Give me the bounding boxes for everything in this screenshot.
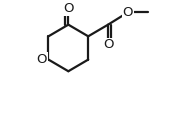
Text: O: O xyxy=(63,2,74,15)
Text: O: O xyxy=(123,6,133,19)
Text: O: O xyxy=(37,53,47,66)
Text: O: O xyxy=(103,38,113,51)
